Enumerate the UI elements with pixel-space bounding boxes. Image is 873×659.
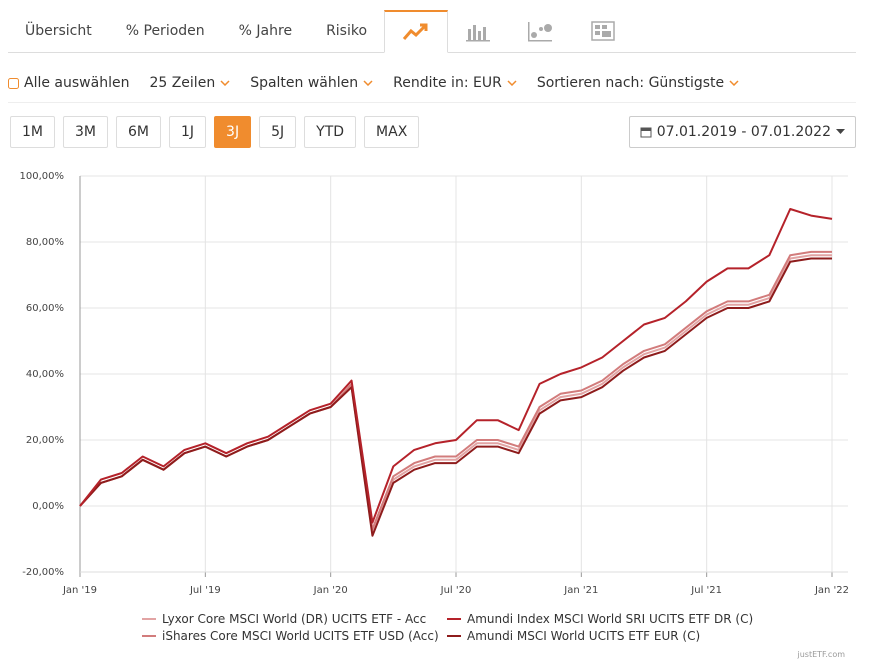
- period-button[interactable]: 1J: [169, 116, 207, 148]
- x-tick-label: Jan '20: [313, 585, 348, 596]
- dropdown[interactable]: 25 Zeilen: [149, 75, 230, 91]
- period-button[interactable]: YTD: [304, 116, 357, 148]
- y-tick-label: 20,00%: [26, 435, 64, 446]
- x-tick-label: Jan '19: [62, 585, 97, 596]
- y-tick-label: 100,00%: [20, 171, 65, 182]
- legend-item[interactable]: Lyxor Core MSCI World (DR) UCITS ETF - A…: [142, 612, 426, 626]
- legend-swatch: [447, 618, 461, 620]
- label: 07.01.2019 - 07.01.2022: [656, 124, 831, 140]
- checkbox[interactable]: [8, 77, 19, 89]
- dropdown[interactable]: Sortieren nach: Günstigste: [537, 75, 739, 91]
- select-all[interactable]: Alle auswählen: [8, 75, 129, 91]
- legend-swatch: [142, 618, 156, 620]
- tab[interactable]: % Perioden: [125, 23, 205, 39]
- icon: [466, 25, 491, 42]
- dropdown[interactable]: Spalten wählen: [250, 75, 373, 91]
- dropdown[interactable]: Rendite in: EUR: [393, 75, 517, 91]
- watermark: justETF.com: [797, 650, 845, 659]
- heatmap-tab[interactable]: [572, 10, 634, 52]
- legend-item[interactable]: Amundi MSCI World UCITS ETF EUR (C): [447, 629, 700, 643]
- period-button[interactable]: 5J: [259, 116, 297, 148]
- y-tick-label: 60,00%: [26, 303, 64, 314]
- legend-item[interactable]: Amundi Index MSCI World SRI UCITS ETF DR…: [447, 612, 753, 626]
- caret: [220, 80, 230, 86]
- icon: [528, 22, 553, 42]
- label: Rendite in: EUR: [393, 75, 502, 91]
- tab[interactable]: Übersicht: [25, 23, 92, 39]
- legend-label: iShares Core MSCI World UCITS ETF USD (A…: [162, 629, 439, 643]
- legend-label: Lyxor Core MSCI World (DR) UCITS ETF - A…: [162, 612, 427, 626]
- date-range[interactable]: 07.01.2019 - 07.01.2022: [628, 116, 856, 148]
- y-tick-label: 0,00%: [32, 501, 64, 512]
- tab-bar: Übersicht % Perioden % Jahre Risiko: [8, 10, 856, 53]
- line-series: [79, 257, 832, 537]
- bar-tab[interactable]: [448, 10, 510, 52]
- label: Spalten wählen: [250, 75, 359, 91]
- period-button[interactable]: MAX: [364, 116, 420, 148]
- caret: [507, 80, 517, 86]
- line-series: [79, 254, 832, 534]
- legend-swatch: [142, 635, 156, 637]
- y-tick-label: 40,00%: [26, 369, 64, 380]
- legend-label: Amundi MSCI World UCITS ETF EUR (C): [467, 629, 701, 643]
- y-tick-label: -20,00%: [22, 567, 64, 578]
- icon: [591, 21, 615, 41]
- period-button[interactable]: 3J: [214, 116, 252, 148]
- x-tick-label: Jan '21: [563, 585, 598, 596]
- caret: [836, 129, 845, 134]
- legend-swatch: [447, 635, 461, 637]
- calendar-icon: [640, 127, 652, 138]
- scatter-tab[interactable]: [510, 10, 572, 52]
- period-button[interactable]: 3M: [63, 116, 108, 148]
- y-tick-label: 80,00%: [26, 237, 64, 248]
- label: 25 Zeilen: [149, 75, 216, 91]
- icon: [402, 23, 428, 40]
- label: Alle auswählen: [24, 75, 130, 91]
- line-series: [79, 250, 832, 531]
- toolbar: Alle auswählen 25 Zeilen Spalten wählen …: [8, 64, 856, 103]
- line-series: [79, 208, 833, 524]
- caret: [729, 80, 739, 86]
- x-tick-label: Jul '21: [690, 585, 722, 596]
- x-tick-label: Jul '20: [440, 585, 472, 596]
- caret: [363, 80, 373, 86]
- legend-label: Amundi Index MSCI World SRI UCITS ETF DR…: [467, 612, 754, 626]
- label: Sortieren nach: Günstigste: [536, 75, 725, 91]
- x-tick-label: Jul '19: [189, 585, 221, 596]
- x-tick-label: Jan '22: [814, 585, 849, 596]
- period-buttons: 1M 3M 6M 1J 3J 5J YTD MAX: [10, 116, 420, 148]
- period-button[interactable]: 6M: [116, 116, 161, 148]
- tab[interactable]: Risiko: [326, 23, 368, 39]
- tab[interactable]: % Jahre: [238, 23, 293, 39]
- period-button[interactable]: 1M: [10, 116, 55, 148]
- legend-item[interactable]: iShares Core MSCI World UCITS ETF USD (A…: [142, 629, 439, 643]
- chart-tab[interactable]: [384, 10, 449, 53]
